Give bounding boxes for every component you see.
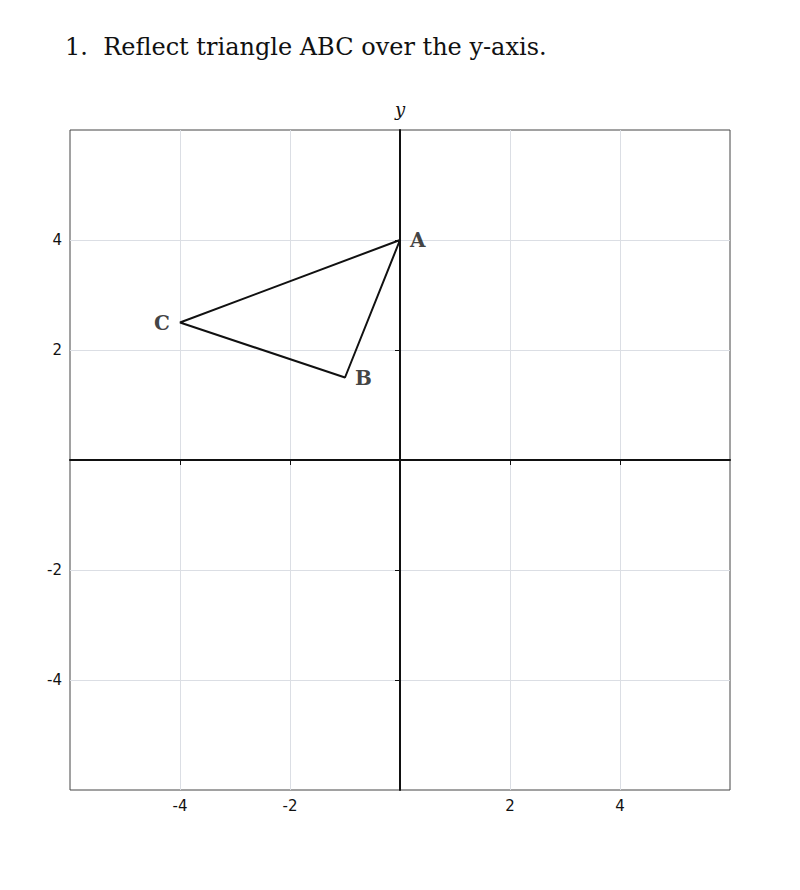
svg-text:B: B: [355, 366, 372, 390]
svg-text:-2: -2: [283, 797, 298, 815]
svg-text:A: A: [409, 228, 426, 252]
svg-text:y: y: [394, 99, 406, 120]
svg-text:1. Reflect triangle ABC over: 1. Reflect triangle ABC over the y-axis.: [65, 33, 547, 61]
svg-text:-2: -2: [47, 561, 62, 579]
svg-text:-4: -4: [47, 671, 62, 689]
svg-text:4: 4: [52, 231, 62, 249]
svg-text:C: C: [154, 311, 170, 335]
svg-text:4: 4: [615, 797, 625, 815]
svg-text:-4: -4: [173, 797, 188, 815]
svg-text:2: 2: [505, 797, 515, 815]
svg-text:2: 2: [52, 341, 62, 359]
